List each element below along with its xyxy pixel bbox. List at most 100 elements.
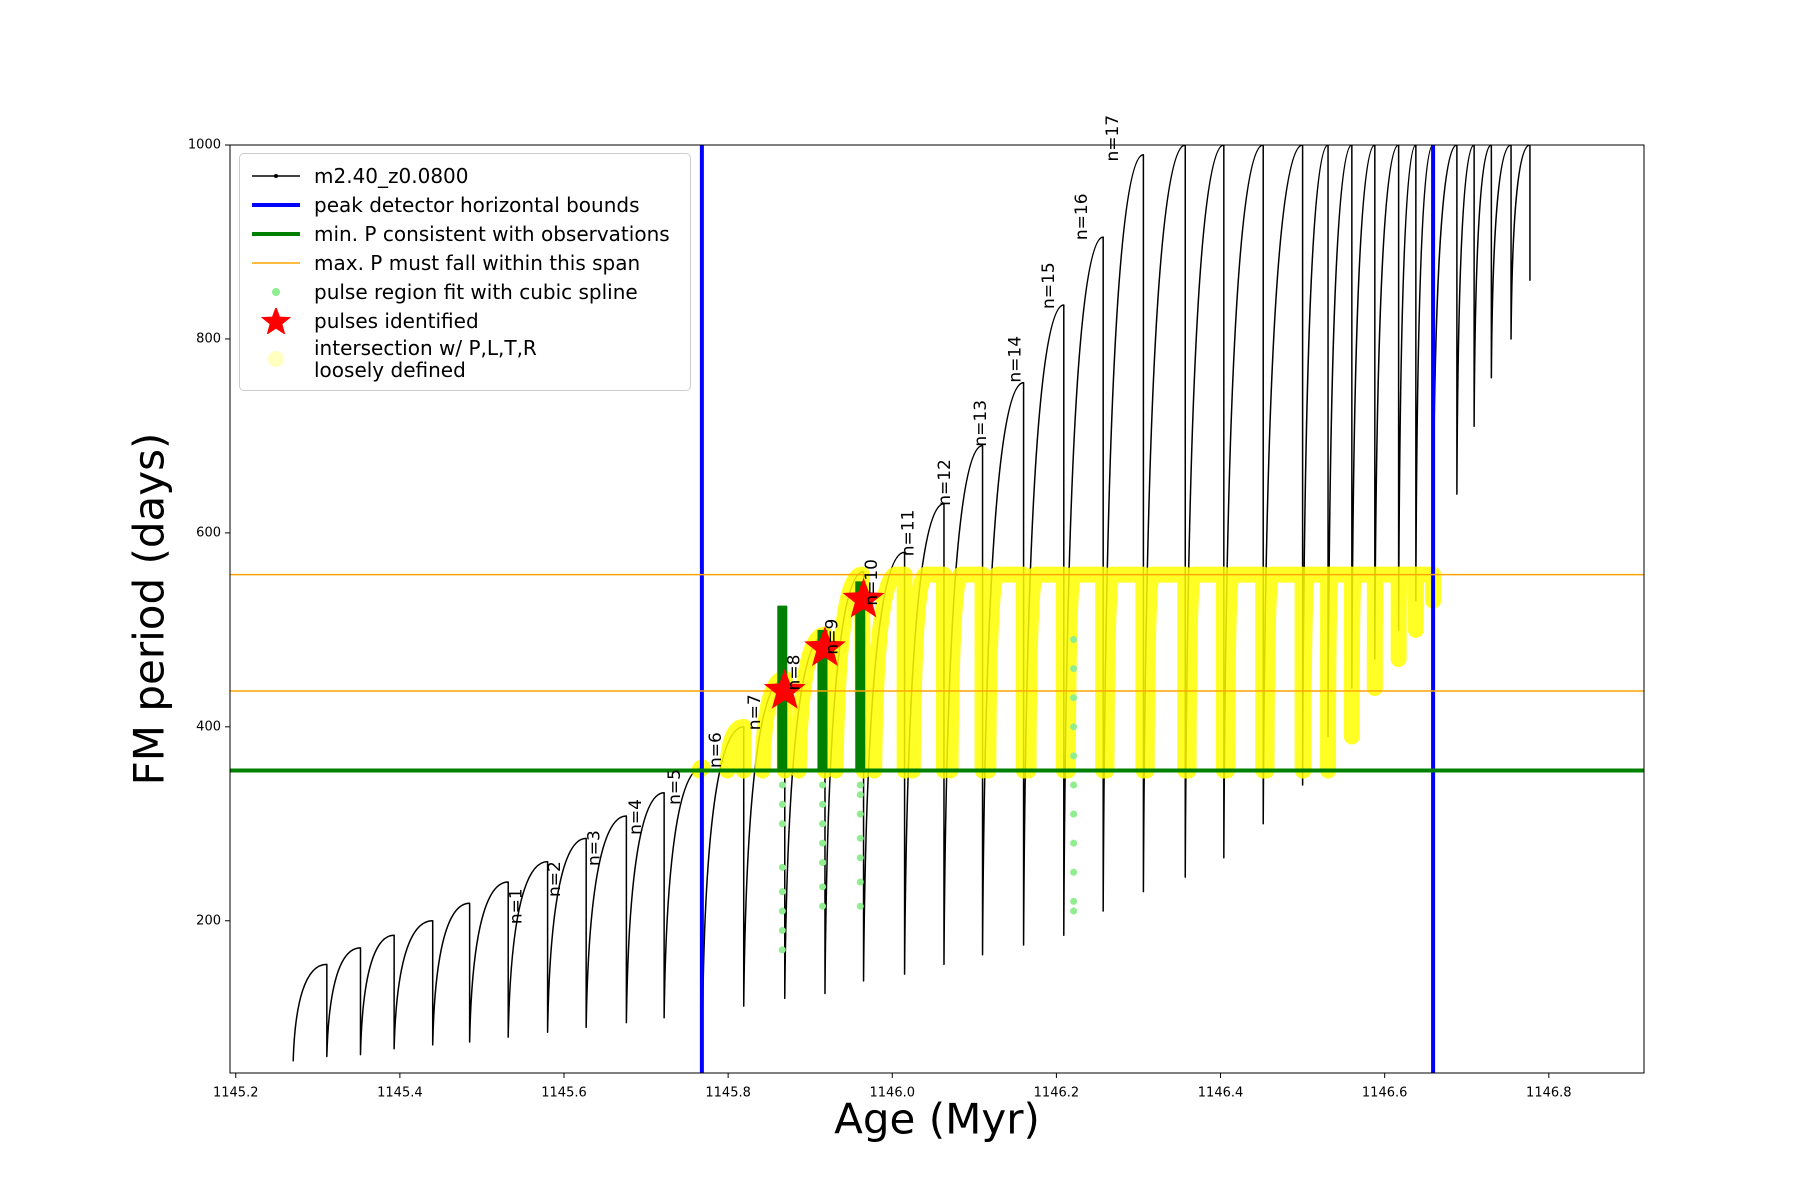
scatter-point [819,820,827,828]
annotation: n=7 [745,694,765,730]
legend-label: peak detector horizontal bounds [314,193,640,217]
y-axis-label: FM period (days) [125,433,174,786]
scatter-point [1070,752,1078,760]
legend-label: m2.40_z0.0800 [314,164,469,188]
x-tick-label: 1146.2 [1034,1086,1080,1101]
scatter-point [1070,839,1078,847]
scatter-point [778,946,786,954]
annotation: n=11 [899,510,919,557]
legend-marker [252,232,300,236]
scatter-point [856,810,864,818]
annotation: n=4 [626,799,646,835]
y-tick-label: 200 [196,913,221,928]
scatter-point [856,854,864,862]
scatter-point [778,926,786,934]
legend-marker [252,203,300,207]
pulse-star [842,577,885,618]
scatter-point [856,902,864,910]
scatter-point [819,800,827,808]
scatter-point [1070,665,1078,673]
pulse-star [763,668,806,709]
annotation: n=1 [506,888,526,924]
axes-frame [229,144,1645,1074]
legend-dot [274,174,278,178]
scatter-point [819,859,827,867]
x-tick-label: 1146.0 [870,1086,916,1101]
legend-marker [252,262,300,264]
x-tick-label: 1145.2 [213,1086,259,1101]
legend-marker [252,174,300,178]
annotation: n=13 [971,400,991,447]
annotation: n=5 [665,769,685,805]
legend-label: max. P must fall within this span [314,251,641,275]
y-tick-label: 400 [196,719,221,734]
legend-item: pulse region fit with cubic spline [248,279,682,305]
legend-marker [268,351,284,367]
scatter-point [856,878,864,886]
scatter-point [856,781,864,789]
annotation: n=14 [1005,336,1025,383]
scatter-point [1070,810,1078,818]
scatter-point [778,907,786,915]
scatter-point [819,902,827,910]
annotation: n=15 [1039,262,1059,309]
scatter-point [1070,694,1078,702]
intersection-band [691,566,1442,779]
annotation: n=10 [862,559,882,606]
legend-item: min. P consistent with observations [248,221,682,247]
scatter-point [778,820,786,828]
scatter-point [1070,907,1078,915]
legend-item: pulses identified [248,308,682,334]
scatter-point [1070,897,1078,905]
scatter-point [1070,636,1078,644]
scatter-point [1070,723,1078,731]
scatter-point [778,888,786,896]
annotation: n=3 [584,830,604,866]
legend-dot [268,351,284,367]
annotation: n=12 [935,459,955,506]
scatter-point [819,883,827,891]
legend-item: peak detector horizontal bounds [248,192,682,218]
x-tick-label: 1145.8 [705,1086,751,1101]
legend-item: max. P must fall within this span [248,250,682,276]
legend-label: min. P consistent with observations [314,222,670,246]
x-tick-label: 1146.6 [1362,1086,1408,1101]
axes: 1145.2 1145.4 1145.6 1145.8 1146.0 1146.2 1146… [188,115,1572,1101]
legend-marker [272,288,280,296]
x-tick-label: 1145.6 [541,1086,587,1101]
annotation: n=16 [1072,193,1092,240]
legend-label: pulse region fit with cubic spline [314,280,638,304]
scatter-point [1070,781,1078,789]
x-tick-label: 1146.4 [1198,1086,1244,1101]
y-tick-label: 800 [196,331,221,346]
x-tick-label: 1145.4 [377,1086,423,1101]
legend-star [260,308,292,334]
scatter-point [819,781,827,789]
scatter-point [1070,868,1078,876]
series-line [777,581,866,771]
annotation: n=9 [822,619,842,655]
scatter-point [856,834,864,842]
scatter-point [856,791,864,799]
annotation: n=17 [1103,115,1123,162]
x-tick-label: 1146.8 [1526,1086,1572,1101]
legend-item: m2.40_z0.0800 [248,163,682,189]
scatter-point [778,863,786,871]
legend-item: intersection w/ P,L,T,R loosely defined [248,337,682,381]
pulse-star [804,626,846,667]
plot-area [230,145,1644,1073]
legend-dot [272,288,280,296]
y-tick-label: 1000 [188,138,221,153]
x-axis-label: Age (Myr) [834,1095,1040,1144]
scatter-point [778,781,786,789]
scatter-point [778,800,786,808]
y-tick-label: 600 [196,525,221,540]
scatter-point [819,839,827,847]
legend-label: pulses identified [314,309,479,333]
legend-label: intersection w/ P,L,T,R loosely defined [314,336,537,382]
annotation: n=8 [785,655,805,691]
annotation: n=2 [545,861,565,897]
